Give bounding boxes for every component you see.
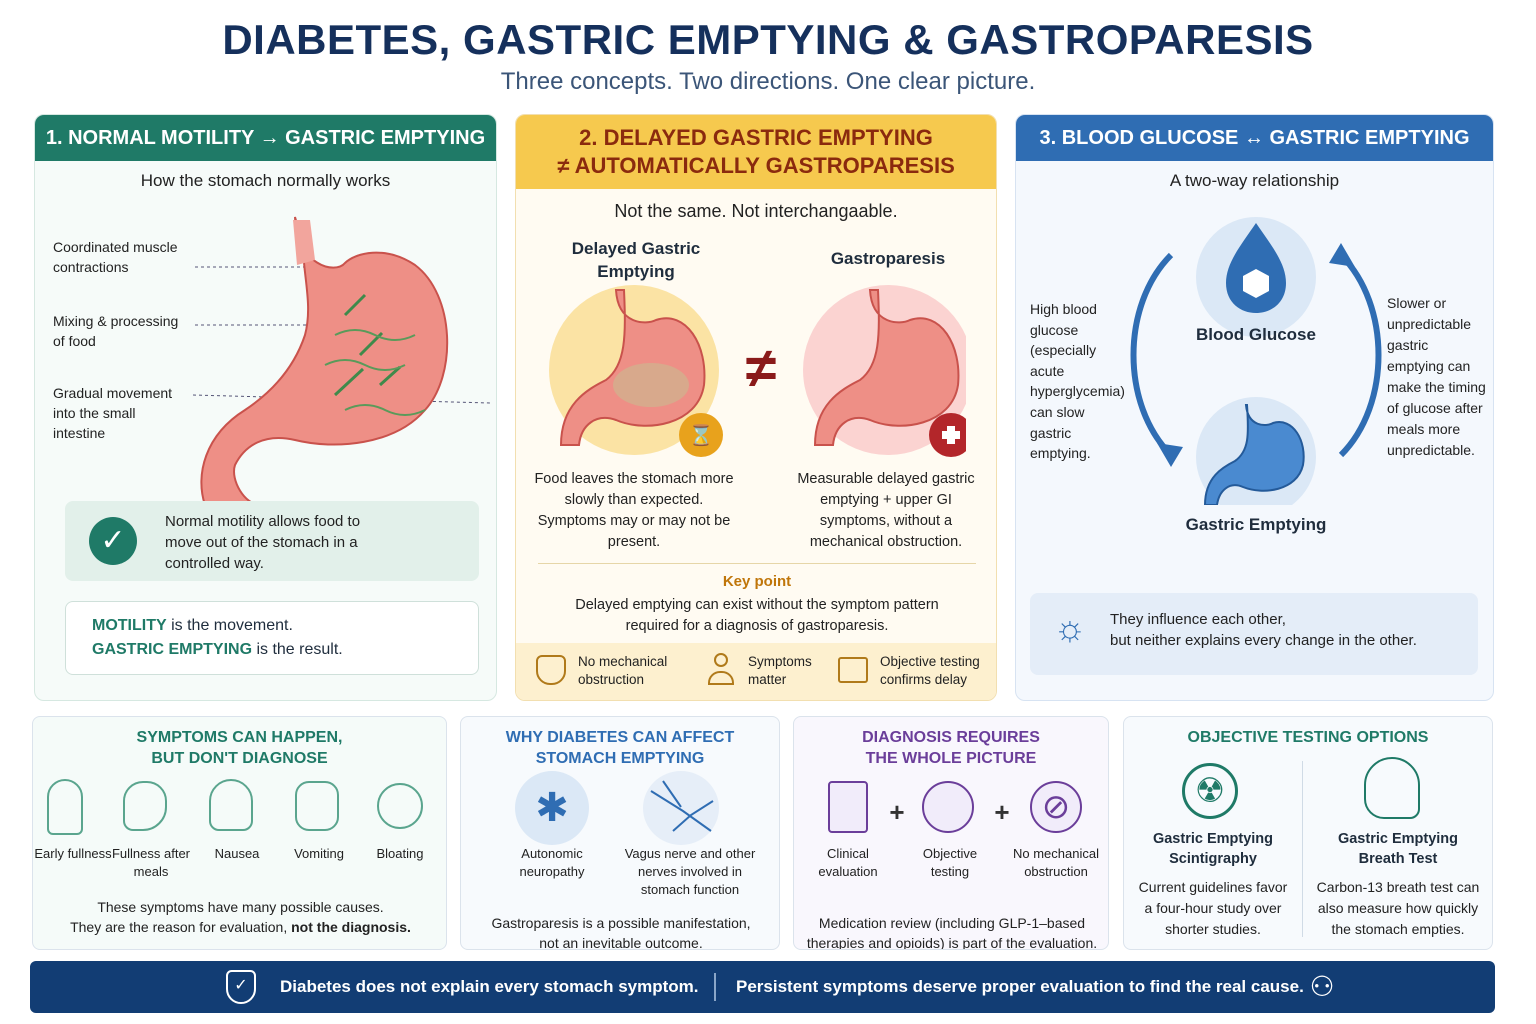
plus-sign-1: + xyxy=(889,797,905,827)
key-point-text: Delayed emptying can exist without the s… xyxy=(575,597,939,634)
definition-motility: MOTILITY is the movement. xyxy=(92,617,293,634)
card-symptoms: SYMPTOMS CAN HAPPEN, BUT DON'T DIAGNOSE … xyxy=(32,716,447,950)
symptoms-note: These symptoms have many possible causes… xyxy=(70,899,411,935)
symptom-fullness-after-meals: Fullness after meals xyxy=(111,846,191,879)
card-why-diabetes: WHY DIABETES CAN AFFECT STOMACH EMPTYING… xyxy=(460,716,780,950)
panel2-heading: 2. DELAYED GASTRIC EMPTYING ≠ AUTOMATICA… xyxy=(516,115,996,189)
why-heading: WHY DIABETES CAN AFFECT STOMACH EMPTYING xyxy=(505,729,735,767)
scintigraphy-title: Gastric Emptying Scintigraphy xyxy=(1152,831,1274,867)
chart-icon xyxy=(838,657,868,683)
breath-icon xyxy=(1364,757,1420,819)
symptom-bloating: Bloating xyxy=(376,846,424,861)
card-diagnosis: DIAGNOSIS REQUIRES THE WHOLE PICTURE + +… xyxy=(793,716,1109,950)
footer-objective-testing: Objective testing confirms delay xyxy=(880,654,980,687)
symptom-nausea: Nausea xyxy=(214,846,260,861)
breath-test-title: Gastric Emptying Breath Test xyxy=(1337,831,1459,867)
bulb-callout: ☼ They influence each other, but neither… xyxy=(1030,593,1478,675)
card-testing-options: OBJECTIVE TESTING OPTIONS ☢ Gastric Empt… xyxy=(1123,716,1493,950)
check-text: Normal motility allows food to move out … xyxy=(165,513,361,572)
neuron-icon: ✱ xyxy=(515,771,589,845)
delayed-description: Food leaves the stomach more slowly than… xyxy=(534,471,734,550)
node-gastric-emptying: Gastric Emptying xyxy=(1185,515,1327,534)
footer-left-text: Diabetes does not explain every stomach … xyxy=(280,977,699,996)
symptom-vomiting: Vomiting xyxy=(294,846,344,861)
shield-icon xyxy=(536,655,566,685)
gastroparesis-title: Gastroparesis xyxy=(830,249,946,268)
footer-symptoms: Symptoms matter xyxy=(748,654,812,687)
panel-glucose-relationship: 3. BLOOD GLUCOSE ↔ GASTRIC EMPTYING A tw… xyxy=(1015,114,1494,701)
no-obstruction-label: No mechanical obstruction xyxy=(1013,846,1099,879)
page-subtitle: Three concepts. Two directions. One clea… xyxy=(500,68,1036,95)
stomach-fullness-icon xyxy=(123,781,167,831)
early-fullness-icon xyxy=(47,779,83,835)
panel3-heading: 3. BLOOD GLUCOSE ↔ GASTRIC EMPTYING xyxy=(1016,115,1493,161)
panel3-subheading: A two-way relationship xyxy=(1169,171,1340,190)
radiation-icon: ☢ xyxy=(1182,763,1238,819)
symptoms-heading: SYMPTOMS CAN HAPPEN, BUT DON'T DIAGNOSE xyxy=(136,729,343,767)
diagnosis-heading: DIAGNOSIS REQUIRES THE WHOLE PICTURE xyxy=(862,729,1040,767)
definition-gastric-emptying: GASTRIC EMPTYING is the result. xyxy=(92,641,343,658)
panel1-heading: 1. NORMAL MOTILITY → GASTRIC EMPTYING xyxy=(35,115,496,161)
cycle-diagram xyxy=(1130,217,1382,505)
nausea-icon xyxy=(209,779,253,831)
label-contractions: Coordinated muscle contractions xyxy=(53,239,178,275)
panel-normal-motility: 1. NORMAL MOTILITY → GASTRIC EMPTYING Ho… xyxy=(34,114,497,701)
stomach-illustration xyxy=(192,216,491,505)
checkmark-icon: ✓ xyxy=(89,517,137,565)
vagus-nerve-label: Vagus nerve and other nerves involved in… xyxy=(624,846,756,897)
panel-delayed-vs-gastroparesis: 2. DELAYED GASTRIC EMPTYING ≠ AUTOMATICA… xyxy=(515,114,997,701)
footer-banner: ✓ Diabetes does not explain every stomac… xyxy=(30,961,1495,1013)
diagnosis-note: Medication review (including GLP-1–based… xyxy=(806,915,1098,950)
plus-sign-2: + xyxy=(994,797,1010,827)
node-blood-glucose: Blood Glucose xyxy=(1196,325,1316,344)
divider xyxy=(538,563,976,564)
nerves-icon xyxy=(643,771,719,845)
svg-text:⌛: ⌛ xyxy=(689,423,714,447)
no-obstruction-icon: ⊘ xyxy=(1030,781,1082,833)
scintigraphy-desc: Current guidelines favor a four-hour stu… xyxy=(1138,879,1288,937)
shield-check-icon: ✓ xyxy=(226,970,256,1004)
footer-no-obstruction: No mechanical obstruction xyxy=(578,654,668,687)
key-point-label: Key point xyxy=(722,573,792,590)
panel2-subheading: Not the same. Not interchangaable. xyxy=(614,201,898,221)
label-mixing: Mixing & processing of food xyxy=(53,313,179,349)
gastroparesis-description: Measurable delayed gastric emptying + up… xyxy=(797,471,975,550)
objective-testing-label: Objective testing xyxy=(922,846,978,879)
note-slower-emptying: Slower or unpredictable gastric emptying… xyxy=(1387,295,1486,458)
check-callout: ✓ Normal motility allows food to move ou… xyxy=(65,501,479,581)
note-high-glucose: High blood glucose (especially acute hyp… xyxy=(1030,301,1125,462)
footer-divider xyxy=(714,973,716,1001)
tests-heading: OBJECTIVE TESTING OPTIONS xyxy=(1187,729,1429,746)
stomach-test-icon xyxy=(922,781,974,833)
tests-divider xyxy=(1302,761,1303,937)
symptom-early-fullness: Early fullness xyxy=(34,846,112,861)
definition-box: MOTILITY is the movement. GASTRIC EMPTYI… xyxy=(65,601,479,675)
footer-right-text: Persistent symptoms deserve proper evalu… xyxy=(736,977,1304,996)
people-icon: ⚇ xyxy=(1309,971,1335,1002)
lightbulb-icon: ☼ xyxy=(1053,607,1087,648)
autonomic-neuropathy-label: Autonomic neuropathy xyxy=(519,846,585,879)
breath-test-desc: Carbon-13 breath test can also measure h… xyxy=(1316,879,1480,937)
bloating-icon xyxy=(377,783,423,829)
delayed-title: Delayed Gastric Emptying xyxy=(571,239,701,281)
page-title: DIABETES, GASTRIC EMPTYING & GASTROPARES… xyxy=(222,16,1314,63)
why-note: Gastroparesis is a possible manifestatio… xyxy=(491,915,751,950)
comparison-illustration: ⌛ xyxy=(549,285,966,457)
vomiting-icon xyxy=(295,781,339,831)
label-movement: Gradual movement into the small intestin… xyxy=(53,385,173,441)
clipboard-icon xyxy=(828,781,868,833)
person-icon xyxy=(706,653,736,687)
panel1-subheading: How the stomach normally works xyxy=(140,171,391,190)
not-equal-symbol: ≠ xyxy=(745,336,777,399)
bulb-text: They influence each other, but neither e… xyxy=(1110,611,1417,649)
panel2-footer: No mechanical obstruction Symptoms matte… xyxy=(516,643,996,700)
clinical-evaluation-label: Clinical evaluation xyxy=(818,846,878,879)
